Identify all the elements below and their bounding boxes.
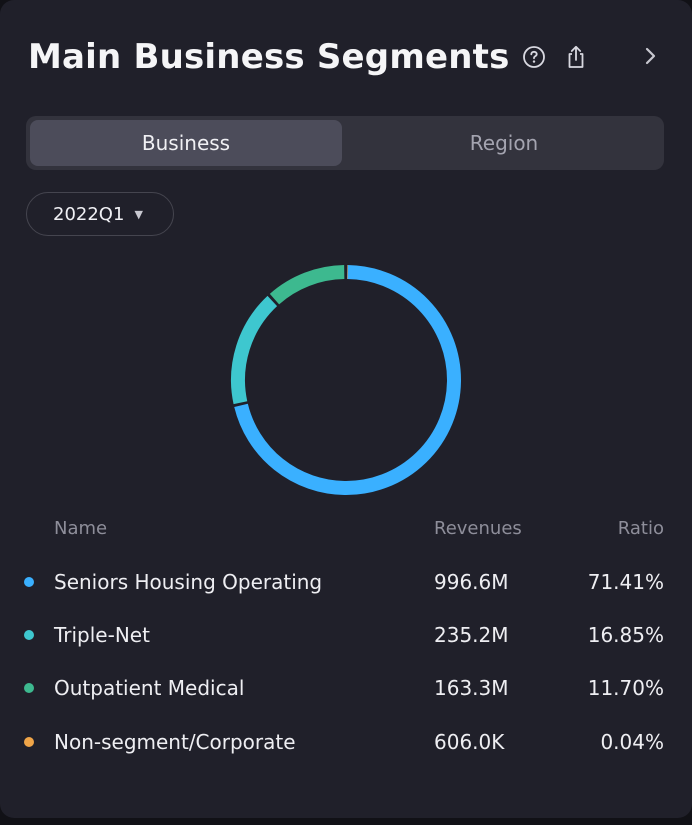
- segment-revenues: 606.0K: [434, 730, 505, 754]
- segment-name: Outpatient Medical: [54, 676, 245, 700]
- donut-slice-outpatient-medical[interactable]: [223, 257, 469, 503]
- header-ratio: Ratio: [617, 518, 664, 539]
- segment-name: Triple-Net: [54, 623, 150, 647]
- table-row[interactable]: Outpatient Medical 163.3M 11.70%: [0, 673, 692, 703]
- page-title: Main Business Segments: [28, 37, 510, 77]
- legend-dot: [24, 630, 34, 640]
- table-row[interactable]: Triple-Net 235.2M 16.85%: [0, 620, 692, 650]
- segment-ratio: 71.41%: [587, 570, 664, 594]
- header-revenues: Revenues: [434, 518, 522, 539]
- help-circle-icon[interactable]: [522, 45, 546, 69]
- segment-revenues: 163.3M: [434, 676, 509, 700]
- segment-tabs: Business Region: [26, 116, 664, 170]
- table-header: Name Revenues Ratio: [0, 514, 692, 544]
- period-dropdown[interactable]: 2022Q1 ▼: [26, 192, 174, 236]
- tab-business[interactable]: Business: [30, 120, 342, 166]
- segment-ratio: 0.04%: [600, 730, 664, 754]
- donut-slice-non-segment-corporate[interactable]: [231, 265, 461, 495]
- segment-name: Non-segment/Corporate: [54, 730, 296, 754]
- share-icon[interactable]: [564, 44, 588, 70]
- card-header: Main Business Segments: [28, 32, 664, 82]
- segment-revenues: 235.2M: [434, 623, 509, 647]
- segment-name: Seniors Housing Operating: [54, 570, 323, 594]
- period-value: 2022Q1: [53, 203, 125, 225]
- chevron-right-icon[interactable]: [642, 44, 660, 68]
- donut-chart-svg: [223, 257, 469, 503]
- table-row[interactable]: Non-segment/Corporate 606.0K 0.04%: [0, 727, 692, 757]
- tab-region[interactable]: Region: [469, 131, 539, 155]
- header-name: Name: [54, 518, 108, 539]
- segment-revenues: 996.6M: [434, 570, 509, 594]
- caret-down-icon: ▼: [134, 207, 143, 221]
- donut-slice-triple-net[interactable]: [223, 257, 469, 503]
- donut-chart: [223, 257, 469, 503]
- table-row[interactable]: Seniors Housing Operating 996.6M 71.41%: [0, 567, 692, 597]
- legend-dot: [24, 737, 34, 747]
- segment-ratio: 11.70%: [587, 676, 664, 700]
- legend-dot: [24, 683, 34, 693]
- legend-dot: [24, 577, 34, 587]
- segment-ratio: 16.85%: [587, 623, 664, 647]
